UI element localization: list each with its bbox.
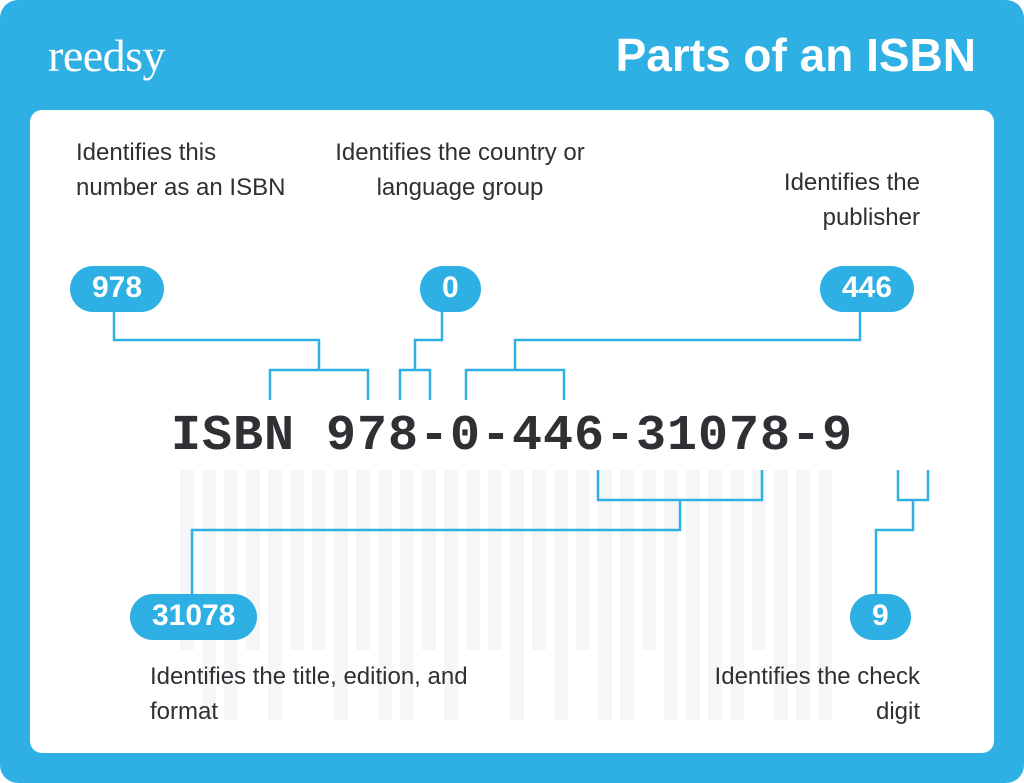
brand-logo: reedsy [48,29,165,82]
desc-publisher: Identifies the publisher [690,166,920,236]
pill-check: 9 [850,594,911,640]
desc-prefix: Identifies this number as an ISBN [76,136,296,206]
content-card: Identifies this number as an ISBN Identi… [30,110,994,753]
pill-title: 31078 [130,594,257,640]
desc-check: Identifies the check digit [690,660,920,730]
page-title: Parts of an ISBN [616,28,976,82]
desc-title: Identifies the title, edition, and forma… [150,660,470,730]
isbn-number: ISBN 978-0-446-31078-9 [30,408,994,465]
desc-group: Identifies the country or language group [330,136,590,206]
pill-prefix: 978 [70,266,164,312]
infographic-frame: reedsy Parts of an ISBN Identifies this … [0,0,1024,783]
header: reedsy Parts of an ISBN [0,0,1024,102]
pill-publisher: 446 [820,266,914,312]
pill-group: 0 [420,266,481,312]
